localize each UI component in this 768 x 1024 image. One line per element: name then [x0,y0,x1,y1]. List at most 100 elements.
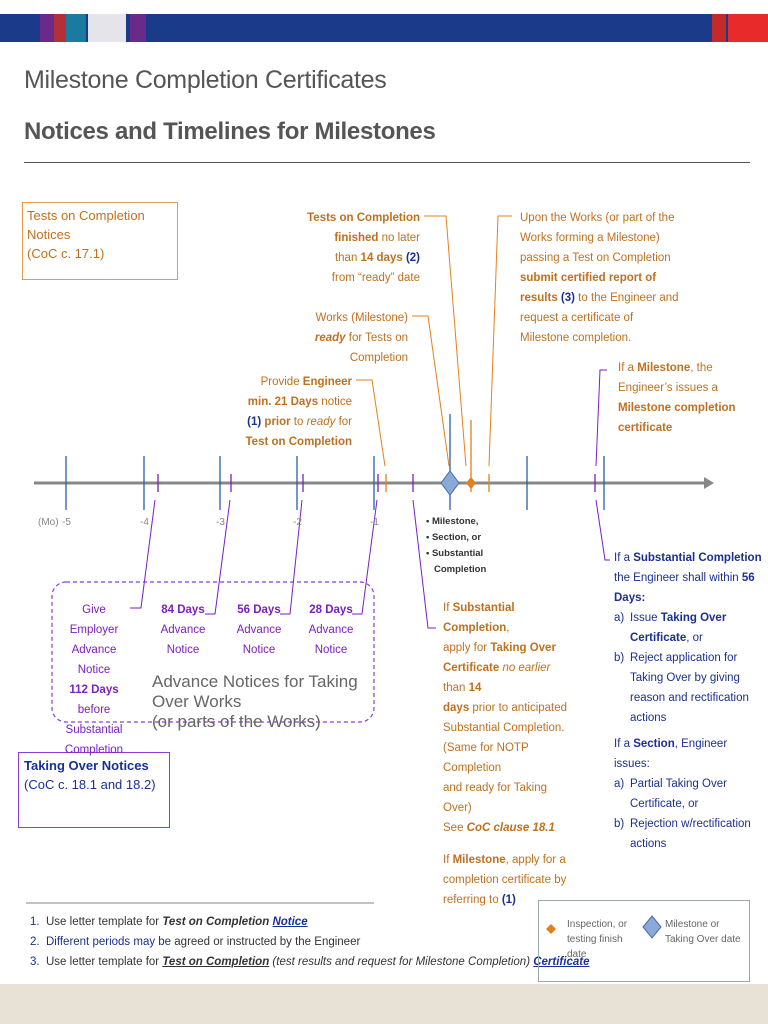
se-sa2: Certificate, or [630,798,699,810]
banner-block [40,14,54,42]
pointer-line [412,499,436,629]
works-ready-l1: Works (Milestone) [315,312,408,324]
banner-block [712,14,726,42]
legend-inspection-label: Inspection, or testing finish date [567,919,628,960]
give-l3b: before [77,704,111,716]
takeover-box-clause: (CoC c. 18.1 and 18.2) [24,777,156,792]
se-a1a: Issue [630,612,661,624]
sa-l8b: CoC clause 18.1 [466,822,555,834]
sa-l2b: Taking Over [490,642,556,654]
d28-l3: Notice [314,644,348,656]
se-b-label: b) [614,652,625,664]
d28-l2: Advance [308,624,354,636]
title-divider [24,162,750,163]
d56-l3: Notice [242,644,276,656]
notice-56-days: 56 Days Advance Notice [234,600,284,660]
d84-l2: Advance [160,624,206,636]
works-ready-l2a: ready [314,332,346,344]
notice-84-days: 84 Days Advance Notice [158,600,208,660]
provide-l2b: notice [318,396,352,408]
axis-unit-label: (Mo) [38,517,59,528]
mc-l2: Engineer’s issues a [618,382,718,394]
se-sb-label: b) [614,818,625,830]
pointer-line [412,315,450,467]
substantial-apply-note: If Substantial Completion, apply for Tak… [443,598,573,910]
tests-on-completion-box: Tests on Completion Notices (CoC c. 17.1… [22,202,178,280]
list-item: • Substantial [426,548,484,559]
axis-tick-label: -3 [216,517,225,528]
certificate-template-link[interactable]: Certificate [533,956,590,968]
sa-l7: and ready for Taking Over) [443,782,547,814]
provide-engineer-note: Provide Engineer min. 21 Days notice (1)… [236,372,352,452]
d84-l3: Notice [166,644,200,656]
takeover-box-title: Taking Over Notices [24,758,149,773]
tests-box-clause: (CoC c. 17.1) [27,246,105,261]
banner-block [728,14,768,42]
toc-finished-b: finished [334,232,379,244]
se-l1b: Substantial Completion [633,552,762,564]
mc-l3: Milestone completion [618,402,736,414]
completion-type-list: • Milestone, • Section, or • Substantial… [426,514,486,578]
toc-finished-a: Tests on Completion [307,212,420,224]
advance-notice-caption: Advance Notices for Taking Over Works (o… [152,672,372,732]
sa-l3c: than [443,682,469,694]
sa-l1a: If [443,602,453,614]
provide-l3c: to [290,416,307,428]
list-item: • Section, or [426,532,482,543]
sa-m3a: referring to [443,894,502,906]
sa-l4a: days [443,702,470,714]
notice-template-link[interactable]: Notice [272,916,308,928]
se-s1b: Section [633,738,675,750]
pointer-line [424,215,467,467]
se-b2: Taking Over by giving [630,672,740,684]
upon-l4: submit certified report of [520,272,657,284]
upon-l7: Milestone completion. [520,332,632,344]
se-sb1: Rejection w/rectification [630,818,751,830]
advance-notice-frame [51,581,375,723]
sa-m1b: Milestone [452,854,506,866]
axis-arrowhead [704,477,714,489]
axis-tick-label: -4 [140,517,149,528]
toc-finished-note: Tests on Completion finished no later th… [280,208,420,288]
legend-milestone-label: Milestone or Taking Over date [665,919,741,945]
give-l5: Completion [64,744,124,756]
sa-m1c: , apply for a [505,854,566,866]
month-ticks [65,414,605,510]
provide-l3e: for [335,416,352,428]
mc-l4: certificate [618,422,673,434]
se-a2b: , or [686,632,703,644]
taking-over-box: Taking Over Notices (CoC c. 18.1 and 18.… [18,752,170,828]
se-s1c: , Engineer issues: [614,738,728,770]
footnotes: 1. Use letter template for Test on Comple… [30,912,589,972]
page-title: Milestone Completion Certificates [24,66,387,94]
toc-finished-g: from “ready” date [331,272,420,284]
se-l1a: If a [614,552,634,564]
se-s1a: If a [614,738,634,750]
d56-l2: Advance [236,624,282,636]
d56-l1: 56 Days [237,604,281,616]
works-ready-l2b: for Tests on [345,332,408,344]
pointer-line [130,499,156,609]
sa-l2a: apply for [443,642,491,654]
milestone-diamond [440,470,460,496]
se-a1b: Taking Over [660,612,727,624]
se-sa-label: a) [614,778,625,790]
pointer-line [280,499,303,615]
se-sb2: actions [630,838,667,850]
se-l3: Days: [614,592,646,604]
upon-works-note: Upon the Works (or part of the Works for… [520,208,690,348]
se-a-label: a) [614,612,625,624]
se-l2b: 56 [741,572,755,584]
provide-l1b: Engineer [302,376,352,388]
pointer-line [595,499,610,561]
toc-finished-d: than [334,252,361,264]
se-l2a: the Engineer shall within [614,572,742,584]
provide-l3a: (1) [247,416,262,428]
inspection-diamond [466,477,476,489]
give-employer-notice: Give Employer Advance Notice 112 Days be… [58,600,130,760]
upon-l3: passing a Test on Completion [520,252,671,264]
mc-l1a: If a [618,362,638,374]
sa-l3d: 14 [468,682,482,694]
provide-l3b: prior [261,416,291,428]
se-b1: Reject application for [630,652,738,664]
